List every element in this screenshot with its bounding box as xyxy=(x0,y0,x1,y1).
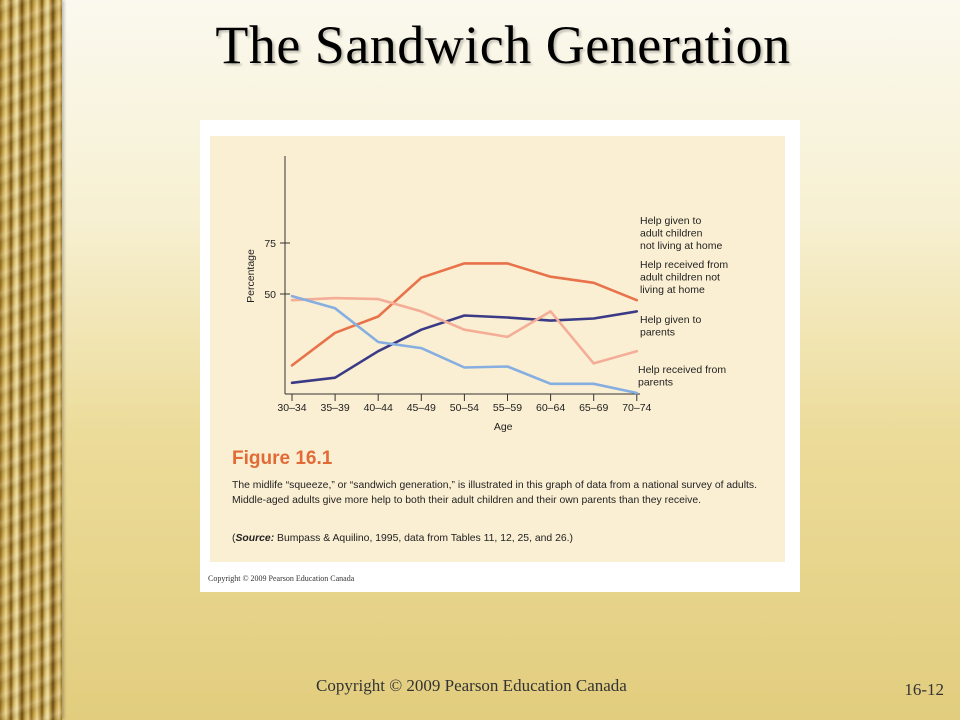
figure-caption: The midlife “squeeze,” or “sandwich gene… xyxy=(232,480,757,506)
x-tick-label: 55–59 xyxy=(493,402,522,414)
chart-axes: 50 75 Percentage 30–34 35–39 40–44 45–49 50–54 5… xyxy=(245,156,652,433)
series-label: adult children not xyxy=(640,272,720,284)
series-label: Help received from xyxy=(638,364,726,376)
x-tick-label: 40–44 xyxy=(364,402,393,414)
series-label: parents xyxy=(638,377,673,389)
source-word: Source: xyxy=(235,533,275,544)
chart-series-layer xyxy=(290,262,639,395)
x-tick-label: 60–64 xyxy=(536,402,565,414)
x-tick-label: 45–49 xyxy=(407,402,436,414)
source-text: Bumpass & Aquilino, 1995, data from Tabl… xyxy=(274,533,573,544)
y-axis-label: Percentage xyxy=(245,249,257,303)
series-line xyxy=(290,310,639,385)
series-label: Help received from xyxy=(640,259,728,271)
x-tick-label: 65–69 xyxy=(579,402,608,414)
x-axis-label: Age xyxy=(494,421,513,433)
series-line xyxy=(290,262,639,367)
series-line xyxy=(290,294,639,395)
x-tick-label: 35–39 xyxy=(320,402,349,414)
page-number: 16-12 xyxy=(904,680,944,699)
x-tick-label: 30–34 xyxy=(277,402,306,414)
figure-source: (Source: Bumpass & Aquilino, 1995, data … xyxy=(232,533,772,544)
series-label: adult children xyxy=(640,228,703,240)
figure-card: 50 75 Percentage 30–34 35–39 40–44 45–49 50–54 5… xyxy=(200,120,800,592)
slide-title: The Sandwich Generation xyxy=(215,15,791,75)
figure-label: Figure 16.1 xyxy=(232,448,333,469)
y-tick-label: 50 xyxy=(264,289,276,301)
series-label: Help given to xyxy=(640,215,701,227)
y-tick-label: 75 xyxy=(264,238,276,250)
line-chart: 50 75 Percentage 30–34 35–39 40–44 45–49 50–54 5… xyxy=(245,156,728,433)
decorative-left-border xyxy=(0,0,62,720)
series-label: not living at home xyxy=(640,240,722,252)
footer-copyright: Copyright © 2009 Pearson Education Canad… xyxy=(316,676,627,695)
source-open-paren: ( xyxy=(232,533,236,544)
series-line xyxy=(290,296,639,365)
x-tick-label: 50–54 xyxy=(450,402,479,414)
series-label: parents xyxy=(640,327,675,339)
figure-panel: 50 75 Percentage 30–34 35–39 40–44 45–49 50–54 5… xyxy=(210,136,785,562)
series-label: Help given to xyxy=(640,314,701,326)
series-label: living at home xyxy=(640,284,705,296)
x-tick-label: 70–74 xyxy=(622,402,651,414)
card-copyright: Copyright © 2009 Pearson Education Canad… xyxy=(208,574,355,583)
